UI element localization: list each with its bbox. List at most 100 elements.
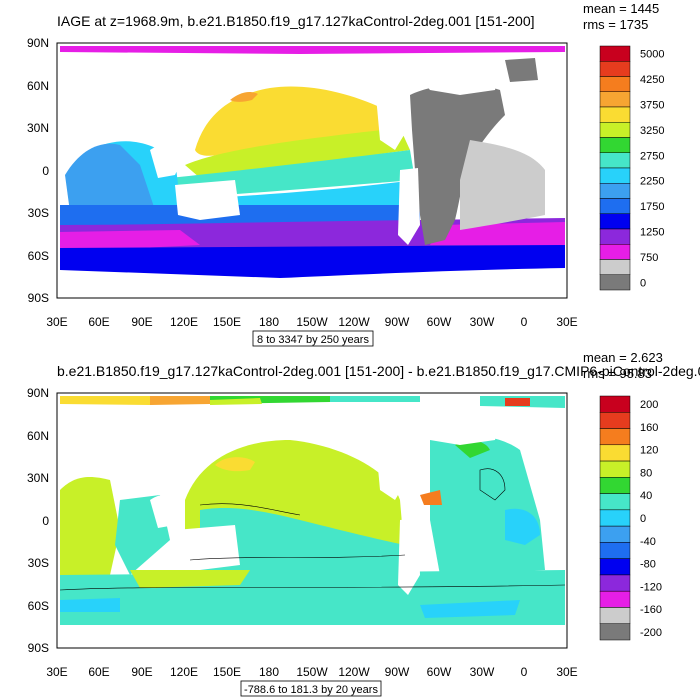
y-tick-label: 30S — [28, 556, 49, 570]
colorbar-swatch — [599, 509, 631, 527]
colorbar-swatch — [599, 558, 631, 576]
colorbar-label: -40 — [640, 536, 656, 548]
y-tick-label: 60S — [28, 599, 49, 613]
x-tick-label: 60E — [88, 665, 109, 679]
colorbar-label: -200 — [640, 627, 662, 639]
x-tick-label: 90E — [131, 315, 152, 329]
colorbar-swatch — [599, 542, 631, 559]
x-tick-label: 120E — [170, 315, 198, 329]
colorbar-label: -80 — [640, 559, 656, 571]
x-tick-label: 30W — [470, 665, 495, 679]
colorbar-swatch — [599, 91, 631, 108]
colorbar-label: 0 — [640, 513, 646, 525]
x-tick-label: 30W — [470, 315, 495, 329]
colorbar-swatch — [599, 122, 631, 138]
colorbar-swatch — [599, 428, 631, 446]
x-tick-label: 180 — [259, 315, 279, 329]
y-tick-label: 90N — [27, 36, 49, 50]
x-tick-label: 150E — [213, 315, 241, 329]
y-tick-label: 0 — [42, 164, 49, 178]
panel-title: IAGE at z=1968.9m, b.e21.B1850.f19_g17.1… — [57, 13, 535, 29]
y-tick-label: 60N — [27, 79, 49, 93]
colorbar-swatch — [599, 493, 631, 511]
colorbar-swatch — [599, 412, 631, 429]
colorbar-label: 0 — [640, 277, 646, 289]
colorbar-label: 1250 — [640, 227, 664, 239]
y-tick-label: 90S — [28, 641, 49, 655]
x-tick-label: 60W — [427, 315, 452, 329]
x-axis: 30E 60E 90E 120E 150E 180 150W 120W 90W … — [46, 315, 577, 329]
y-tick-label: 60S — [28, 249, 49, 263]
colorbar-swatch — [599, 244, 631, 260]
x-tick-label: 90W — [385, 665, 410, 679]
colorbar-label: 1750 — [640, 201, 664, 213]
x-tick-label: 30E — [556, 315, 577, 329]
colorbar-swatch — [599, 590, 631, 608]
panel-age: IAGE at z=1968.9m, b.e21.B1850.f19_g17.1… — [27, 1, 664, 347]
plot-frame — [56, 42, 568, 299]
rms-label: rms = 95.83 — [583, 366, 652, 381]
colorbar-label: 5000 — [640, 49, 664, 61]
colorbar-swatch — [599, 444, 631, 462]
x-tick-label: 120E — [170, 665, 198, 679]
panel-difference: b.e21.B1850.f19_g17.127kaControl-2deg.00… — [27, 350, 700, 697]
x-tick-label: 0 — [521, 315, 528, 329]
x-tick-label: 90E — [131, 665, 152, 679]
x-tick-label: 30E — [46, 665, 67, 679]
colorbar-label: -160 — [640, 604, 662, 616]
plot-frame — [56, 392, 568, 649]
y-tick-label: 30S — [28, 206, 49, 220]
x-tick-label: 0 — [521, 665, 528, 679]
rms-label: rms = 1735 — [583, 17, 648, 32]
colorbar-label: 200 — [640, 399, 658, 411]
colorbar-swatch — [599, 274, 631, 291]
range-label: 8 to 3347 by 250 years — [257, 334, 369, 346]
y-tick-label: 0 — [42, 514, 49, 528]
colorbar-label: 3250 — [640, 125, 664, 137]
range-label: -788.6 to 181.3 by 20 years — [244, 684, 378, 696]
y-tick-label: 30N — [27, 121, 49, 135]
mean-label: mean = 2.623 — [583, 350, 663, 365]
x-tick-label: 150E — [213, 665, 241, 679]
colorbar-swatch — [599, 259, 631, 275]
colorbar-swatch — [599, 623, 631, 641]
colorbar-swatch — [599, 183, 631, 199]
colorbar-label: 750 — [640, 252, 658, 264]
x-tick-label: 120W — [338, 315, 370, 329]
x-tick-label: 120W — [338, 665, 370, 679]
colorbar: 5000 4250 3750 3250 2750 2250 1750 1250 750 0 — [599, 45, 664, 291]
colorbar-swatch — [599, 395, 631, 413]
x-tick-label: 150W — [296, 315, 328, 329]
colorbar-swatch — [599, 106, 631, 123]
colorbar-swatch — [599, 167, 631, 184]
x-tick-label: 60E — [88, 315, 109, 329]
y-tick-label: 90S — [28, 291, 49, 305]
colorbar-swatch — [599, 574, 631, 592]
x-tick-label: 150W — [296, 665, 328, 679]
x-tick-label: 60W — [427, 665, 452, 679]
range-box — [252, 330, 374, 347]
y-tick-label: 30N — [27, 471, 49, 485]
colorbar-swatch — [599, 228, 631, 245]
colorbar-label: 4250 — [640, 74, 664, 86]
colorbar-swatch — [599, 152, 631, 169]
colorbar-label: 3750 — [640, 99, 664, 111]
panel-title: b.e21.B1850.f19_g17.127kaControl-2deg.00… — [57, 363, 700, 379]
colorbar-label: 40 — [640, 490, 652, 502]
colorbar-label: 120 — [640, 445, 658, 457]
mean-label: mean = 1445 — [583, 1, 659, 16]
colorbar-swatch — [599, 525, 631, 543]
colorbar-label: 160 — [640, 422, 658, 434]
colorbar-label: 80 — [640, 467, 652, 479]
x-tick-label: 30E — [46, 315, 67, 329]
range-box — [240, 680, 382, 697]
map-field — [57, 393, 567, 648]
colorbar-swatch — [599, 213, 631, 230]
x-tick-label: 180 — [259, 665, 279, 679]
colorbar-swatch — [599, 76, 631, 92]
x-tick-label: 90W — [385, 315, 410, 329]
colorbar-label: 2250 — [640, 176, 664, 188]
colorbar-swatch — [599, 137, 631, 153]
colorbar-swatch — [599, 198, 631, 214]
